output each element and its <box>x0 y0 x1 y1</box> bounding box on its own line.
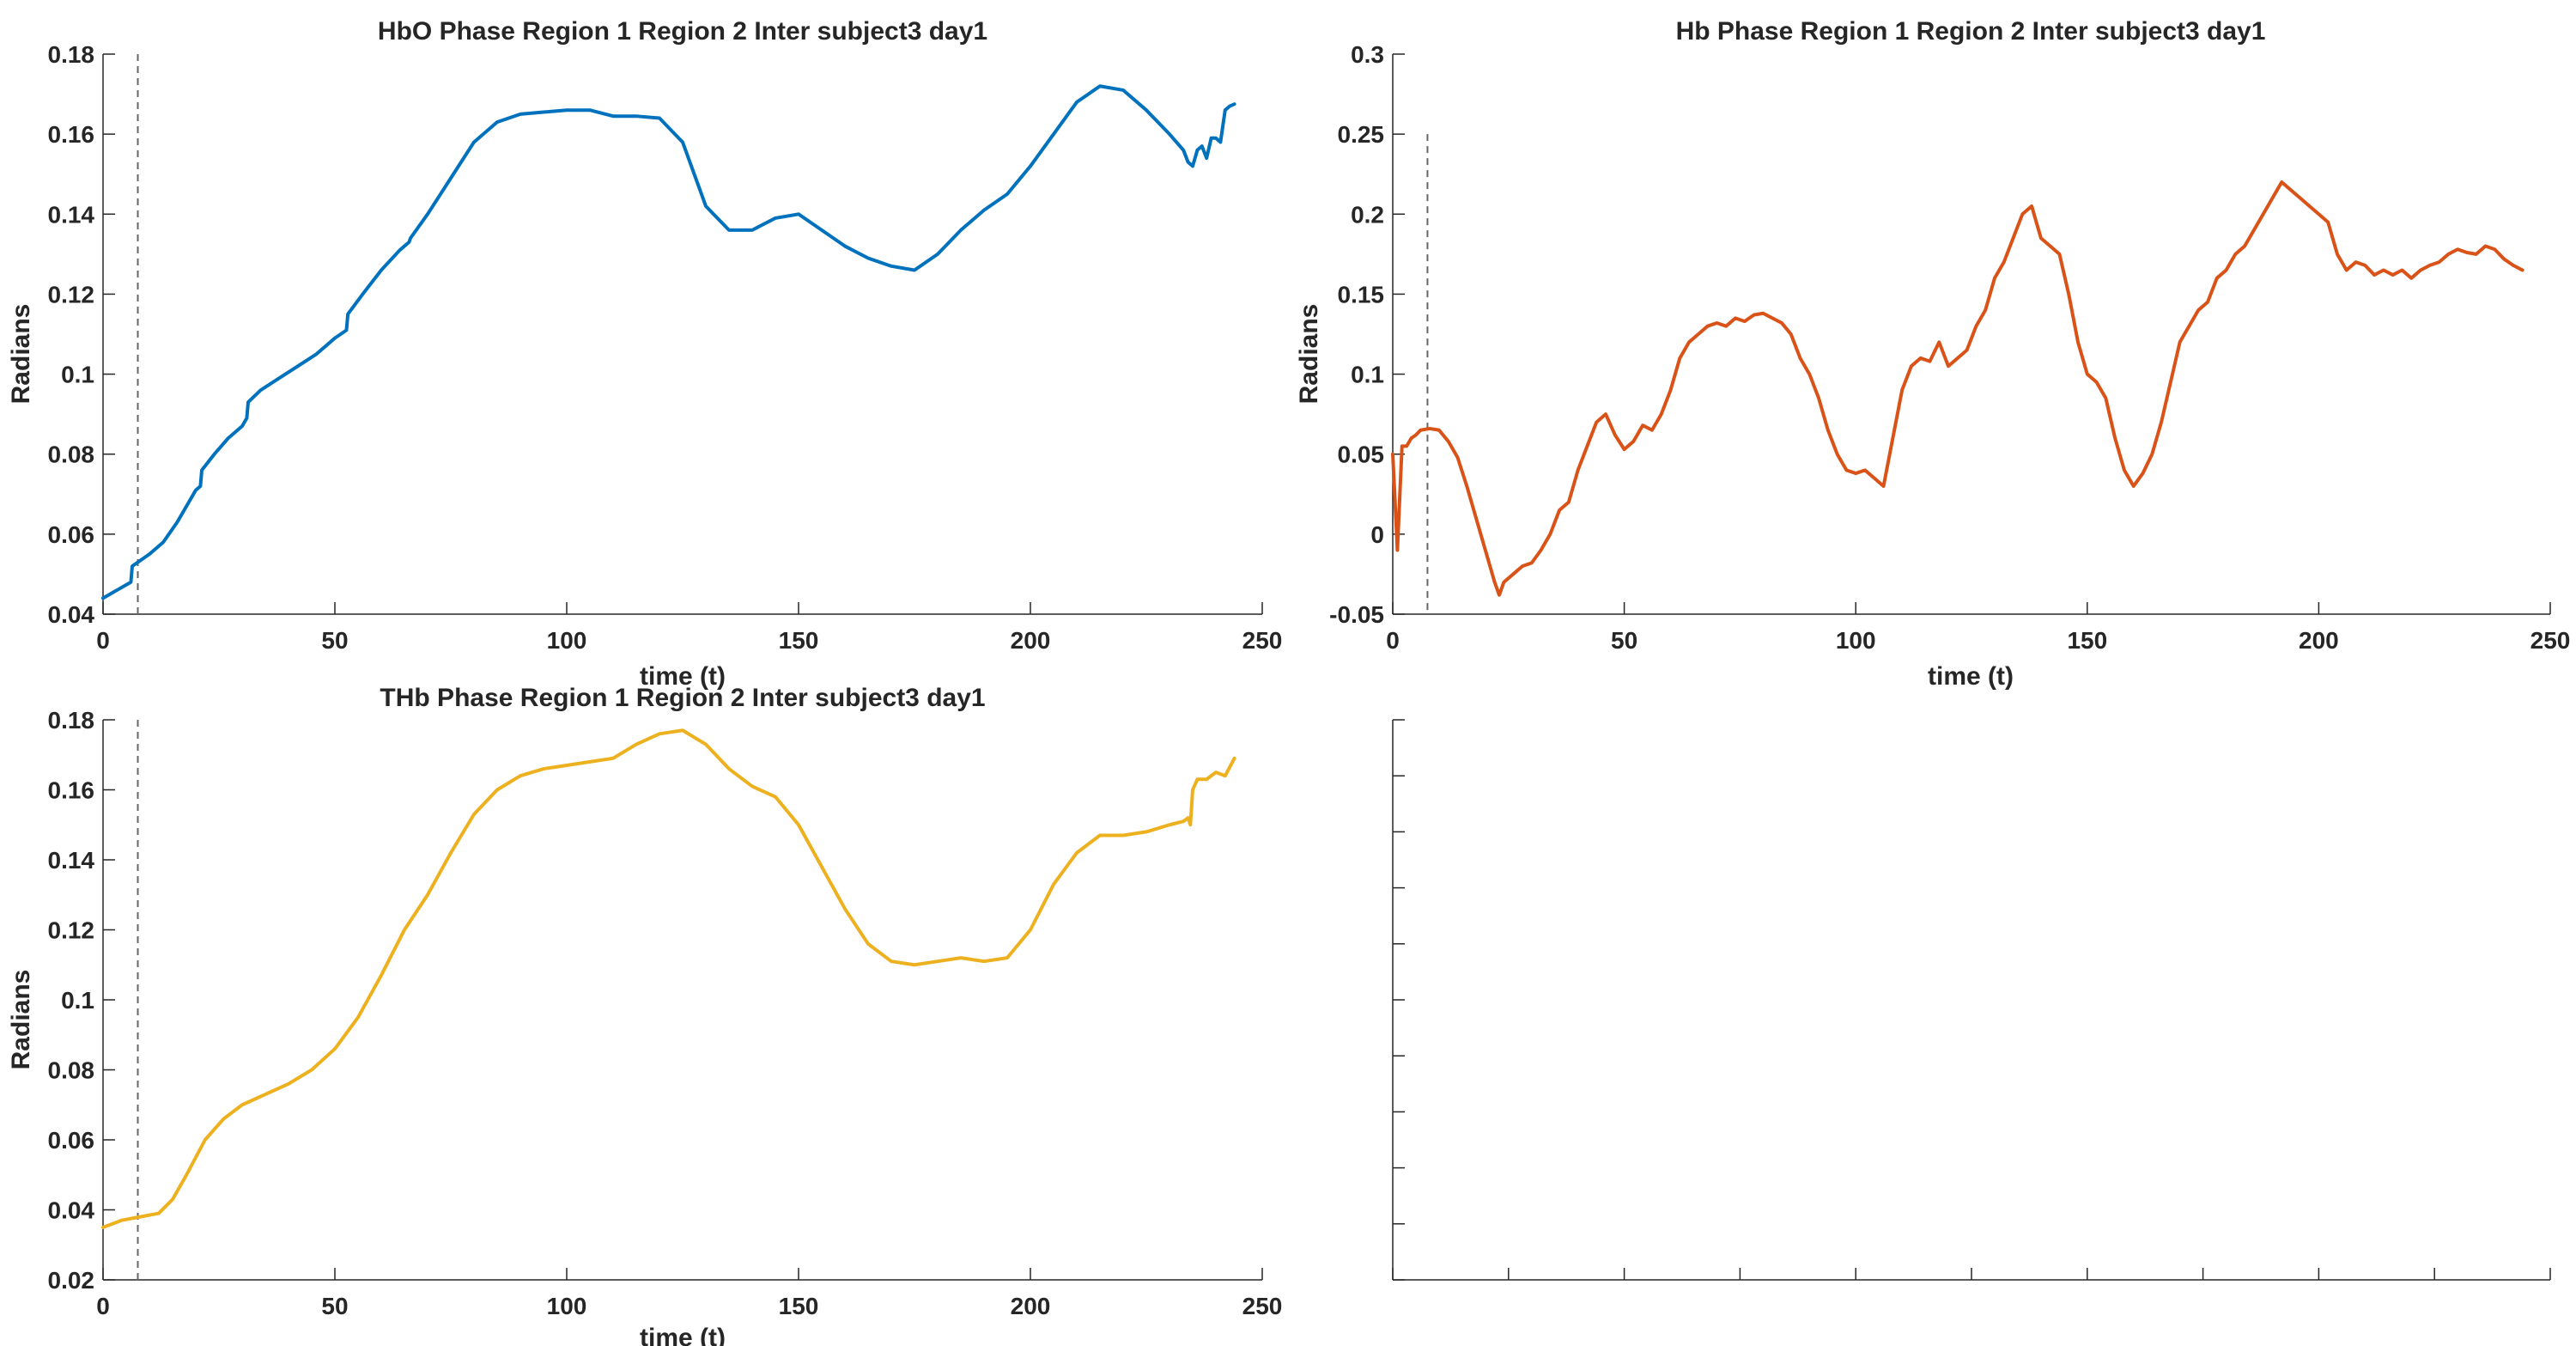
y-tick-label: 0.1 <box>61 987 94 1014</box>
chart-title: Hb Phase Region 1 Region 2 Inter subject… <box>1676 17 2266 46</box>
y-tick-label: 0.15 <box>1338 281 1385 308</box>
y-tick-label: 0.05 <box>1338 442 1385 468</box>
x-tick-label: 200 <box>2299 627 2339 654</box>
x-tick-label: 150 <box>779 627 819 654</box>
chart-title: THb Phase Region 1 Region 2 Inter subjec… <box>380 684 985 712</box>
y-tick-label: 0.14 <box>48 847 95 874</box>
x-tick-label: 200 <box>1011 627 1051 654</box>
x-axis-label: time (t) <box>1928 662 2014 691</box>
x-tick-label: 150 <box>2067 627 2107 654</box>
y-tick-label: 0.3 <box>1351 41 1384 68</box>
plot-area <box>101 720 1236 1280</box>
chart-title: HbO Phase Region 1 Region 2 Inter subjec… <box>378 17 987 46</box>
y-tick-label: 0.25 <box>1338 121 1385 148</box>
y-axis-label-text: Radians <box>7 970 35 1070</box>
y-tick-label: 0.04 <box>48 601 95 628</box>
x-axis-label: time (t) <box>640 1324 726 1346</box>
y-tick-label: 0.16 <box>48 121 95 148</box>
y-tick-label: -0.05 <box>1329 601 1384 628</box>
x-axis-label: time (t) <box>640 662 726 691</box>
x-tick-label: 0 <box>96 627 110 654</box>
x-tick-label: 200 <box>1011 1293 1051 1319</box>
y-tick-label: 0.16 <box>48 777 95 804</box>
x-tick-label: 50 <box>1611 627 1637 654</box>
subplot-empty <box>1392 719 2551 1281</box>
x-tick-label: 100 <box>547 627 587 654</box>
y-tick-label: 0.08 <box>48 442 95 468</box>
series-line <box>1391 180 2524 597</box>
axis-ticks: 0 50 100 150 200 250-0.0500.050.10.150.20.250… <box>1329 41 2570 654</box>
y-tick-label: 0.04 <box>48 1197 95 1224</box>
y-tick-label: 0.1 <box>61 362 94 388</box>
x-tick-label: 150 <box>779 1293 819 1319</box>
subplot-hbo: HbO Phase Region 1 Region 2 Inter subjec… <box>7 17 1282 691</box>
x-tick-label: 250 <box>1242 1293 1283 1319</box>
y-axis-label: Radians <box>7 970 35 1070</box>
y-tick-label: 0.18 <box>48 707 95 734</box>
x-tick-label: 250 <box>1242 627 1283 654</box>
x-tick-label: 100 <box>547 1293 587 1319</box>
x-tick-label: 250 <box>2530 627 2571 654</box>
series-line <box>101 84 1236 600</box>
y-tick-label: 0.08 <box>48 1057 95 1084</box>
y-tick-label: 0.12 <box>48 917 95 944</box>
series-line <box>101 728 1236 1229</box>
x-tick-label: 0 <box>1386 627 1400 654</box>
plot-area <box>101 54 1236 614</box>
y-axis-label-text: Radians <box>7 304 35 405</box>
y-axis-label: Radians <box>7 304 35 405</box>
axis-ticks: 0 50 100 150 200 250 0.04 0.06 0.08 0.1 0.12 0.14 0.… <box>48 41 1283 654</box>
x-tick-label: 50 <box>321 1293 348 1319</box>
subplot-hb: Hb Phase Region 1 Region 2 Inter subject… <box>1295 17 2570 691</box>
y-tick-label: 0.02 <box>48 1267 95 1294</box>
y-tick-label: 0.06 <box>48 521 95 548</box>
y-tick-label: 0.18 <box>48 41 95 68</box>
y-tick-label: 0 <box>1370 521 1384 548</box>
y-tick-label: 0.2 <box>1351 201 1384 228</box>
plot-area <box>1391 134 2524 614</box>
x-tick-label: 100 <box>1836 627 1876 654</box>
y-tick-label: 0.1 <box>1351 362 1384 388</box>
subplot-thb: THb Phase Region 1 Region 2 Inter subjec… <box>7 684 1282 1346</box>
x-tick-label: 0 <box>96 1293 110 1319</box>
y-tick-label: 0.14 <box>48 201 95 228</box>
y-axis-label: Radians <box>1295 304 1323 405</box>
y-tick-label: 0.06 <box>48 1127 95 1154</box>
axis-ticks <box>1392 719 2551 1281</box>
y-axis-label-text: Radians <box>1295 304 1323 405</box>
axis-ticks: 0 50 100 150 200 250 0.02 0.04 0.06 0.08 0.1 0.12 0.… <box>48 707 1283 1319</box>
x-tick-label: 50 <box>321 627 348 654</box>
y-tick-label: 0.12 <box>48 281 95 308</box>
